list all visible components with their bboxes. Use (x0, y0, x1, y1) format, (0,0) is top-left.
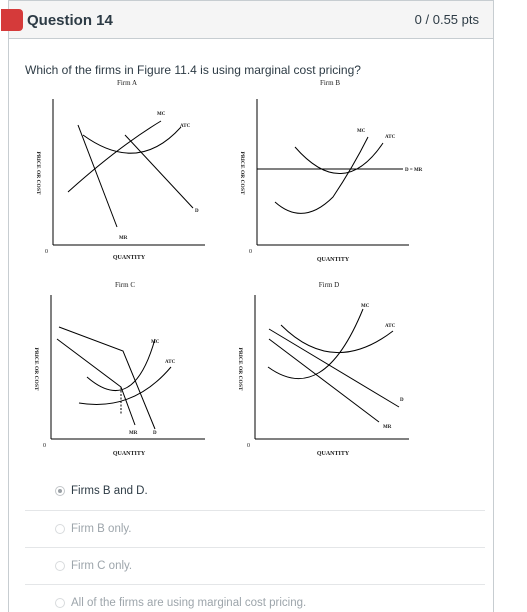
atc-curve-firm-d (280, 324, 394, 353)
mc-curve-firm-b (274, 136, 369, 214)
label-firm-d-d: D (400, 398, 404, 403)
mc-curve-firm-a (67, 120, 162, 193)
mr-curve-firm-a (77, 124, 118, 228)
answer-radio[interactable] (55, 561, 65, 571)
question-header: Question 14 0 / 0.55 pts (1, 1, 493, 39)
ylabel-firm-a: PRICE OR COST (35, 151, 41, 194)
panel-firm-a: Firm A 0 QUANTITY PRICE OR COST MC ATC D… (35, 79, 205, 261)
flag-marker[interactable] (1, 9, 23, 31)
ylabel-firm-d: PRICE OR COST (237, 347, 243, 390)
xlabel-firm-a: QUANTITY (113, 255, 146, 261)
panel-title-firm-d: Firm D (319, 281, 339, 289)
figure-svg: Firm A 0 QUANTITY PRICE OR COST MC ATC D… (33, 79, 423, 457)
d-curve-firm-a (124, 134, 194, 209)
question-text: Which of the firms in Figure 11.4 is usi… (25, 63, 361, 77)
xlabel-firm-c: QUANTITY (113, 451, 146, 457)
label-firm-d-mr: MR (383, 425, 392, 430)
mc-curve-firm-c (86, 338, 156, 391)
panel-title-firm-c: Firm C (115, 281, 135, 289)
origin-firm-b: 0 (249, 249, 252, 255)
answer-option[interactable]: Firm B only. (25, 510, 485, 547)
xlabel-firm-b: QUANTITY (317, 257, 350, 263)
panel-title-firm-b: Firm B (320, 79, 340, 87)
question-card: Question 14 0 / 0.55 pts Which of the fi… (1, 0, 494, 612)
label-firm-b-dmr: D = MR (405, 168, 423, 173)
answer-radio[interactable] (55, 598, 65, 608)
origin-firm-d: 0 (247, 443, 250, 449)
label-firm-a-mc: MC (157, 112, 166, 117)
mr-curve-firm-d (268, 338, 380, 423)
atc-curve-firm-c (78, 366, 172, 405)
panel-title-firm-a: Firm A (117, 79, 137, 87)
ylabel-firm-c: PRICE OR COST (33, 347, 39, 390)
panel-firm-c: Firm C 0 QUANTITY PRICE OR COST MC ATC M… (33, 281, 205, 457)
label-firm-d-atc: ATC (385, 324, 396, 329)
label-firm-c-mr: MR (129, 431, 138, 436)
label-firm-c-atc: ATC (165, 360, 176, 365)
figure-11-4: Firm A 0 QUANTITY PRICE OR COST MC ATC D… (23, 77, 463, 469)
d-curve-firm-d (268, 328, 400, 408)
label-firm-a-d: D (195, 209, 199, 214)
xlabel-firm-d: QUANTITY (317, 451, 350, 457)
question-title: Question 14 (27, 12, 113, 29)
atc-curve-firm-b (294, 142, 384, 174)
origin-firm-c: 0 (43, 443, 46, 449)
answer-label: Firm C only. (71, 560, 133, 572)
label-firm-a-mr: MR (119, 236, 128, 241)
answer-radio-selected[interactable] (55, 486, 65, 496)
answer-radio[interactable] (55, 524, 65, 534)
label-firm-a-atc: ATC (180, 124, 191, 129)
answer-option[interactable]: All of the firms are using marginal cost… (25, 584, 485, 612)
atc-curve-firm-a (82, 126, 182, 154)
answer-option[interactable]: Firm C only. (25, 547, 485, 584)
mc-curve-firm-d (267, 308, 364, 380)
answer-label: Firms B and D. (71, 485, 148, 497)
answer-list: Firms B and D. Firm B only. Firm C only.… (25, 473, 485, 612)
d-curve-firm-c (58, 326, 156, 430)
panel-firm-b: Firm B 0 QUANTITY PRICE OR COST MC ATC D… (239, 79, 423, 263)
label-firm-b-mc: MC (357, 129, 366, 134)
label-firm-b-atc: ATC (385, 135, 396, 140)
origin-firm-a: 0 (45, 249, 48, 255)
question-points: 0 / 0.55 pts (414, 12, 479, 27)
label-firm-c-d: D (153, 431, 157, 436)
answer-option[interactable]: Firms B and D. (25, 473, 485, 510)
label-firm-d-mc: MC (361, 304, 370, 309)
ylabel-firm-b: PRICE OR COST (239, 151, 245, 194)
panel-firm-d: Firm D 0 QUANTITY PRICE OR COST MC ATC D… (237, 281, 409, 457)
label-firm-c-mc: MC (151, 340, 160, 345)
answer-label: Firm B only. (71, 523, 132, 535)
answer-label: All of the firms are using marginal cost… (71, 597, 307, 609)
